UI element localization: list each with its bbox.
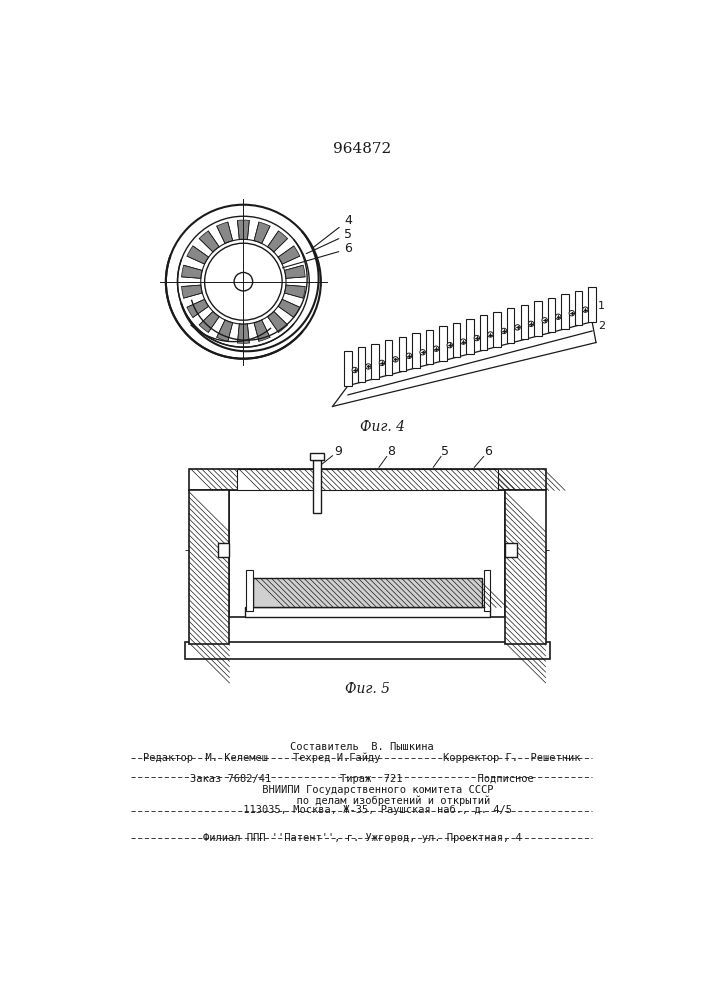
Text: 8: 8 xyxy=(387,445,395,458)
Bar xyxy=(230,490,506,617)
Wedge shape xyxy=(284,285,305,298)
Wedge shape xyxy=(182,285,202,298)
Polygon shape xyxy=(480,315,487,350)
Text: Филиал ППП ''Патент'', г. Ужгород, ул. Проектная, 4: Филиал ППП ''Патент'', г. Ужгород, ул. П… xyxy=(203,833,521,843)
Wedge shape xyxy=(216,320,233,341)
Polygon shape xyxy=(385,340,392,375)
Circle shape xyxy=(542,318,547,323)
Bar xyxy=(189,469,546,490)
Polygon shape xyxy=(371,344,379,379)
Text: 1: 1 xyxy=(598,301,605,311)
Wedge shape xyxy=(278,246,300,264)
Bar xyxy=(247,570,252,611)
Polygon shape xyxy=(426,330,433,364)
Circle shape xyxy=(379,360,385,366)
Circle shape xyxy=(447,342,452,348)
Text: Редактор  М. Келемеш    Техред И.Гайду          Корректор Г.  Решетник: Редактор М. Келемеш Техред И.Гайду Корре… xyxy=(144,753,580,763)
Text: 7: 7 xyxy=(534,541,542,554)
Text: 9: 9 xyxy=(334,445,342,458)
Wedge shape xyxy=(238,220,250,240)
Wedge shape xyxy=(278,299,300,317)
Wedge shape xyxy=(199,311,219,332)
Bar xyxy=(313,460,321,513)
Text: 6: 6 xyxy=(283,242,352,268)
Text: по делам изобретений и открытий: по делам изобретений и открытий xyxy=(234,795,490,806)
Wedge shape xyxy=(238,324,250,343)
Wedge shape xyxy=(216,222,233,243)
Text: Фиг. 5: Фиг. 5 xyxy=(345,682,390,696)
Bar xyxy=(237,469,498,490)
Circle shape xyxy=(433,346,439,351)
Polygon shape xyxy=(467,319,474,354)
Polygon shape xyxy=(534,301,542,336)
Circle shape xyxy=(407,353,411,359)
Polygon shape xyxy=(452,323,460,357)
Circle shape xyxy=(420,350,426,355)
Text: 4: 4 xyxy=(313,214,352,248)
Polygon shape xyxy=(344,351,351,386)
Text: 5: 5 xyxy=(306,228,352,254)
Bar xyxy=(310,453,324,460)
Bar xyxy=(218,543,230,557)
Wedge shape xyxy=(187,246,209,264)
Circle shape xyxy=(515,325,520,330)
Circle shape xyxy=(352,367,358,373)
Text: 6: 6 xyxy=(484,445,491,458)
Text: 2: 2 xyxy=(598,321,605,331)
Wedge shape xyxy=(199,231,219,252)
Wedge shape xyxy=(267,231,288,252)
Bar xyxy=(185,642,549,659)
Circle shape xyxy=(501,328,507,334)
Wedge shape xyxy=(284,265,305,278)
Text: Заказ 7682/41           Тираж  721            Подписное: Заказ 7682/41 Тираж 721 Подписное xyxy=(190,774,534,784)
Bar xyxy=(506,543,517,557)
Circle shape xyxy=(583,307,588,312)
Circle shape xyxy=(460,339,466,344)
Polygon shape xyxy=(561,294,568,329)
Bar xyxy=(484,570,490,611)
Wedge shape xyxy=(187,299,209,317)
Polygon shape xyxy=(548,298,555,332)
Text: 113035, Москва, Ж-35, Раушская наб., д. 4/5: 113035, Москва, Ж-35, Раушская наб., д. … xyxy=(212,805,512,815)
Polygon shape xyxy=(358,347,366,382)
Circle shape xyxy=(393,357,398,362)
Wedge shape xyxy=(267,311,288,332)
Polygon shape xyxy=(399,337,406,371)
Polygon shape xyxy=(520,305,528,339)
Circle shape xyxy=(488,332,493,337)
Wedge shape xyxy=(182,265,202,278)
Text: Составитель  В. Пышкина: Составитель В. Пышкина xyxy=(290,742,434,752)
Polygon shape xyxy=(493,312,501,347)
Bar xyxy=(189,490,230,644)
Wedge shape xyxy=(254,222,270,243)
Text: 964872: 964872 xyxy=(333,142,391,156)
Bar xyxy=(252,578,482,607)
Circle shape xyxy=(556,314,561,319)
Bar xyxy=(506,490,546,644)
Wedge shape xyxy=(254,320,270,341)
Polygon shape xyxy=(575,291,583,325)
Text: Фиг. 4: Фиг. 4 xyxy=(361,420,405,434)
Text: 5: 5 xyxy=(441,445,449,458)
Circle shape xyxy=(366,364,371,369)
Text: 0: 0 xyxy=(363,510,372,524)
Circle shape xyxy=(528,321,534,327)
Polygon shape xyxy=(439,326,447,361)
Polygon shape xyxy=(588,287,596,322)
Text: ВНИИПИ Государственного комитета СССР: ВНИИПИ Государственного комитета СССР xyxy=(230,785,493,795)
Polygon shape xyxy=(507,308,515,343)
Polygon shape xyxy=(412,333,419,368)
Circle shape xyxy=(569,311,575,316)
Bar xyxy=(245,607,490,617)
Circle shape xyxy=(474,335,479,341)
